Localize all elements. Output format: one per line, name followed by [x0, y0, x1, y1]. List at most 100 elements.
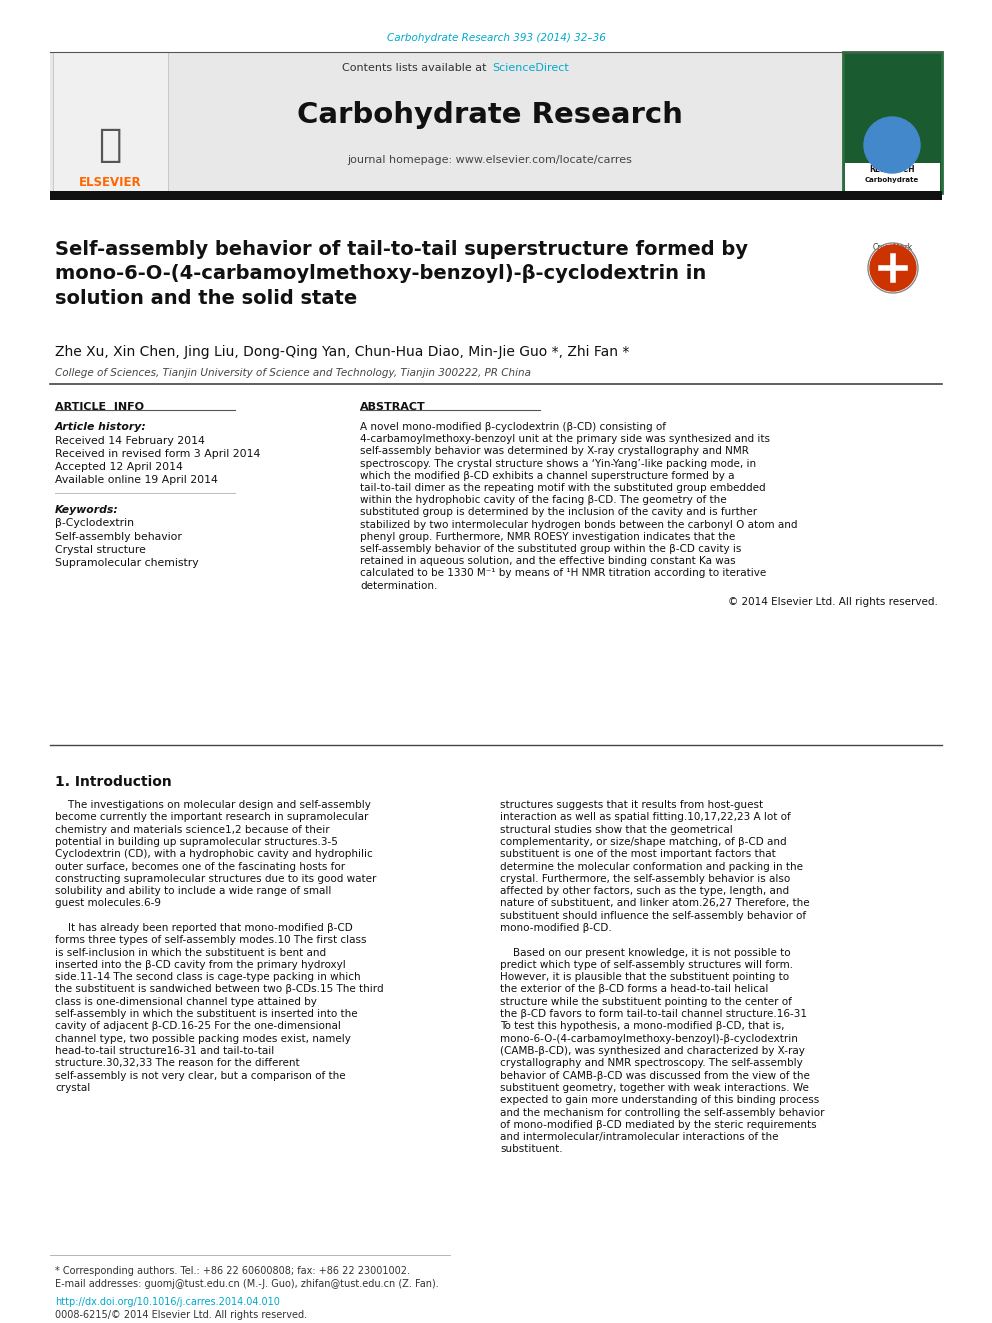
Circle shape	[864, 116, 920, 173]
Text: within the hydrophobic cavity of the facing β-CD. The geometry of the: within the hydrophobic cavity of the fac…	[360, 495, 726, 505]
Text: the exterior of the β-CD forms a head-to-tail helical: the exterior of the β-CD forms a head-to…	[500, 984, 769, 995]
Text: ELSEVIER: ELSEVIER	[78, 176, 141, 188]
Text: forms three types of self-assembly modes.10 The first class: forms three types of self-assembly modes…	[55, 935, 366, 946]
Text: * Corresponding authors. Tel.: +86 22 60600808; fax: +86 22 23001002.: * Corresponding authors. Tel.: +86 22 60…	[55, 1266, 410, 1275]
Text: which the modified β-CD exhibits a channel superstructure formed by a: which the modified β-CD exhibits a chann…	[360, 471, 734, 480]
Text: channel type, two possible packing modes exist, namely: channel type, two possible packing modes…	[55, 1033, 351, 1044]
Text: constructing supramolecular structures due to its good water: constructing supramolecular structures d…	[55, 873, 376, 884]
Text: the β-CD favors to form tail-to-tail channel structure.16-31: the β-CD favors to form tail-to-tail cha…	[500, 1009, 807, 1019]
Text: Self-assembly behavior of tail-to-tail superstructure formed by
mono-6-O-(4-carb: Self-assembly behavior of tail-to-tail s…	[55, 239, 748, 307]
Text: Keywords:: Keywords:	[55, 505, 119, 515]
Text: A novel mono-modified β-cyclodextrin (β-CD) consisting of: A novel mono-modified β-cyclodextrin (β-…	[360, 422, 666, 433]
Text: 4-carbamoylmethoxy-benzoyl unit at the primary side was synthesized and its: 4-carbamoylmethoxy-benzoyl unit at the p…	[360, 434, 770, 445]
Text: structure.30,32,33 The reason for the different: structure.30,32,33 The reason for the di…	[55, 1058, 300, 1068]
Text: outer surface, becomes one of the fascinating hosts for: outer surface, becomes one of the fascin…	[55, 861, 345, 872]
Text: Available online 19 April 2014: Available online 19 April 2014	[55, 475, 218, 486]
Text: Received in revised form 3 April 2014: Received in revised form 3 April 2014	[55, 448, 260, 459]
Text: Self-assembly behavior: Self-assembly behavior	[55, 532, 182, 541]
Text: substituent.: substituent.	[500, 1144, 562, 1155]
Text: nature of substituent, and linker atom.26,27 Therefore, the: nature of substituent, and linker atom.2…	[500, 898, 809, 909]
Bar	[50, 191, 942, 200]
Text: (CAMB-β-CD), was synthesized and characterized by X-ray: (CAMB-β-CD), was synthesized and charact…	[500, 1046, 805, 1056]
Text: crystal: crystal	[55, 1084, 90, 1093]
Text: solubility and ability to include a wide range of small: solubility and ability to include a wide…	[55, 886, 331, 896]
Bar	[50, 52, 942, 194]
Text: crystallography and NMR spectroscopy. The self-assembly: crystallography and NMR spectroscopy. Th…	[500, 1058, 803, 1068]
Text: Accepted 12 April 2014: Accepted 12 April 2014	[55, 462, 183, 472]
Text: expected to gain more understanding of this binding process: expected to gain more understanding of t…	[500, 1095, 819, 1105]
Text: © 2014 Elsevier Ltd. All rights reserved.: © 2014 Elsevier Ltd. All rights reserved…	[728, 597, 938, 607]
Text: substituent is one of the most important factors that: substituent is one of the most important…	[500, 849, 776, 859]
Text: College of Sciences, Tianjin University of Science and Technology, Tianjin 30022: College of Sciences, Tianjin University …	[55, 368, 531, 378]
Text: ScienceDirect: ScienceDirect	[492, 64, 568, 73]
Text: self-assembly in which the substituent is inserted into the: self-assembly in which the substituent i…	[55, 1009, 358, 1019]
Text: inserted into the β-CD cavity from the primary hydroxyl: inserted into the β-CD cavity from the p…	[55, 960, 346, 970]
Text: Cyclodextrin (CD), with a hydrophobic cavity and hydrophilic: Cyclodextrin (CD), with a hydrophobic ca…	[55, 849, 373, 859]
Text: the substituent is sandwiched between two β-CDs.15 The third: the substituent is sandwiched between tw…	[55, 984, 384, 995]
Text: calculated to be 1330 M⁻¹ by means of ¹H NMR titration according to iterative: calculated to be 1330 M⁻¹ by means of ¹H…	[360, 569, 766, 578]
Text: Supramolecular chemistry: Supramolecular chemistry	[55, 558, 198, 569]
Circle shape	[870, 245, 916, 291]
Text: journal homepage: www.elsevier.com/locate/carres: journal homepage: www.elsevier.com/locat…	[347, 155, 633, 165]
Text: self-assembly behavior of the substituted group within the β-CD cavity is: self-assembly behavior of the substitute…	[360, 544, 741, 554]
Text: CrossMark: CrossMark	[873, 243, 913, 253]
Text: chemistry and materials science1,2 because of their: chemistry and materials science1,2 becau…	[55, 824, 329, 835]
Text: potential in building up supramolecular structures.3-5: potential in building up supramolecular …	[55, 837, 338, 847]
Text: structural studies show that the geometrical: structural studies show that the geometr…	[500, 824, 733, 835]
Text: behavior of CAMB-β-CD was discussed from the view of the: behavior of CAMB-β-CD was discussed from…	[500, 1070, 809, 1081]
Text: substituent geometry, together with weak interactions. We: substituent geometry, together with weak…	[500, 1084, 808, 1093]
Text: self-assembly is not very clear, but a comparison of the: self-assembly is not very clear, but a c…	[55, 1070, 345, 1081]
Text: Carbohydrate Research 393 (2014) 32–36: Carbohydrate Research 393 (2014) 32–36	[387, 33, 605, 44]
Text: self-assembly behavior was determined by X-ray crystallography and NMR: self-assembly behavior was determined by…	[360, 446, 749, 456]
Text: head-to-tail structure16-31 and tail-to-tail: head-to-tail structure16-31 and tail-to-…	[55, 1046, 274, 1056]
Bar	[843, 52, 942, 193]
Text: tail-to-tail dimer as the repeating motif with the substituted group embedded: tail-to-tail dimer as the repeating moti…	[360, 483, 766, 493]
Text: interaction as well as spatial fitting.10,17,22,23 A lot of: interaction as well as spatial fitting.1…	[500, 812, 791, 823]
Text: The investigations on molecular design and self-assembly: The investigations on molecular design a…	[55, 800, 371, 810]
Text: β-Cyclodextrin: β-Cyclodextrin	[55, 519, 134, 528]
Text: mono-modified β-CD.: mono-modified β-CD.	[500, 923, 612, 933]
Text: crystal. Furthermore, the self-assembly behavior is also: crystal. Furthermore, the self-assembly …	[500, 873, 791, 884]
Text: guest molecules.6-9: guest molecules.6-9	[55, 898, 161, 909]
Bar	[53, 52, 168, 193]
Text: Based on our present knowledge, it is not possible to: Based on our present knowledge, it is no…	[500, 947, 791, 958]
Text: mono-6-O-(4-carbamoylmethoxy-benzoyl)-β-cyclodextrin: mono-6-O-(4-carbamoylmethoxy-benzoyl)-β-…	[500, 1033, 798, 1044]
Text: To test this hypothesis, a mono-modified β-CD, that is,: To test this hypothesis, a mono-modified…	[500, 1021, 785, 1032]
Text: RESEARCH: RESEARCH	[869, 165, 915, 175]
Text: Received 14 February 2014: Received 14 February 2014	[55, 437, 205, 446]
Text: side.11-14 The second class is cage-type packing in which: side.11-14 The second class is cage-type…	[55, 972, 361, 982]
Text: determination.: determination.	[360, 581, 437, 590]
Text: Carbohydrate Research: Carbohydrate Research	[297, 101, 682, 130]
Text: 1. Introduction: 1. Introduction	[55, 775, 172, 789]
Text: Zhe Xu, Xin Chen, Jing Liu, Dong-Qing Yan, Chun-Hua Diao, Min-Jie Guo *, Zhi Fan: Zhe Xu, Xin Chen, Jing Liu, Dong-Qing Ya…	[55, 345, 629, 359]
Text: structure while the substituent pointing to the center of: structure while the substituent pointing…	[500, 996, 792, 1007]
Text: class is one-dimensional channel type attained by: class is one-dimensional channel type at…	[55, 996, 316, 1007]
Text: phenyl group. Furthermore, NMR ROESY investigation indicates that the: phenyl group. Furthermore, NMR ROESY inv…	[360, 532, 735, 542]
Text: Crystal structure: Crystal structure	[55, 545, 146, 556]
Text: and intermolecular/intramolecular interactions of the: and intermolecular/intramolecular intera…	[500, 1132, 779, 1142]
Text: ARTICLE  INFO: ARTICLE INFO	[55, 402, 144, 411]
Text: cavity of adjacent β-CD.16-25 For the one-dimensional: cavity of adjacent β-CD.16-25 For the on…	[55, 1021, 341, 1032]
Text: structures suggests that it results from host-guest: structures suggests that it results from…	[500, 800, 763, 810]
Text: substituent should influence the self-assembly behavior of: substituent should influence the self-as…	[500, 910, 806, 921]
Text: 0008-6215/© 2014 Elsevier Ltd. All rights reserved.: 0008-6215/© 2014 Elsevier Ltd. All right…	[55, 1310, 308, 1320]
Text: substituted group is determined by the inclusion of the cavity and is further: substituted group is determined by the i…	[360, 508, 757, 517]
Text: However, it is plausible that the substituent pointing to: However, it is plausible that the substi…	[500, 972, 789, 982]
Text: become currently the important research in supramolecular: become currently the important research …	[55, 812, 368, 823]
Text: It has already been reported that mono-modified β-CD: It has already been reported that mono-m…	[55, 923, 353, 933]
Text: spectroscopy. The crystal structure shows a ‘Yin-Yang’-like packing mode, in: spectroscopy. The crystal structure show…	[360, 459, 756, 468]
Text: Carbohydrate: Carbohydrate	[865, 177, 920, 183]
Text: affected by other factors, such as the type, length, and: affected by other factors, such as the t…	[500, 886, 789, 896]
Text: http://dx.doi.org/10.1016/j.carres.2014.04.010: http://dx.doi.org/10.1016/j.carres.2014.…	[55, 1297, 280, 1307]
Text: determine the molecular conformation and packing in the: determine the molecular conformation and…	[500, 861, 803, 872]
Text: and the mechanism for controlling the self-assembly behavior: and the mechanism for controlling the se…	[500, 1107, 824, 1118]
Text: Contents lists available at: Contents lists available at	[342, 64, 490, 73]
Text: retained in aqueous solution, and the effective binding constant Ka was: retained in aqueous solution, and the ef…	[360, 556, 736, 566]
Text: Article history:: Article history:	[55, 422, 147, 433]
Text: complementarity, or size/shape matching, of β-CD and: complementarity, or size/shape matching,…	[500, 837, 787, 847]
Text: of mono-modified β-CD mediated by the steric requirements: of mono-modified β-CD mediated by the st…	[500, 1119, 816, 1130]
Text: E-mail addresses: guomj@tust.edu.cn (M.-J. Guo), zhifan@tust.edu.cn (Z. Fan).: E-mail addresses: guomj@tust.edu.cn (M.-…	[55, 1279, 438, 1289]
Text: 🌳: 🌳	[98, 126, 122, 164]
Text: is self-inclusion in which the substituent is bent and: is self-inclusion in which the substitue…	[55, 947, 326, 958]
Text: ABSTRACT: ABSTRACT	[360, 402, 426, 411]
